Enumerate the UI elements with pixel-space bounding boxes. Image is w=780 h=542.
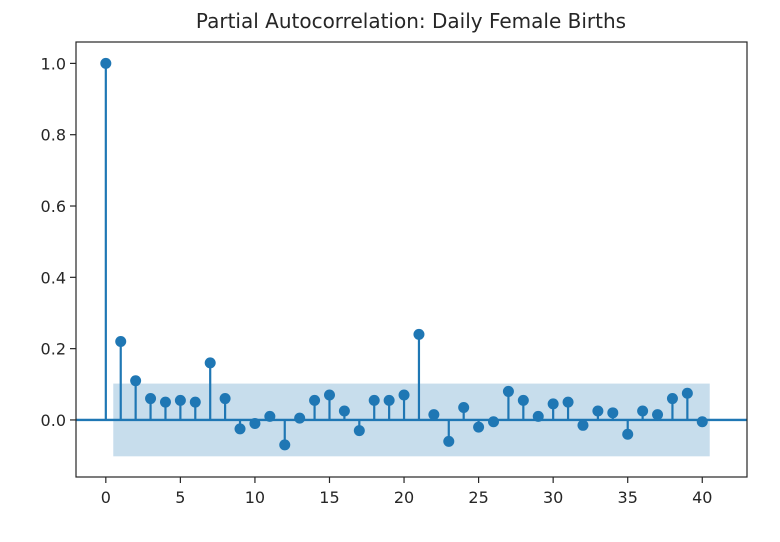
x-tick-label: 20 (394, 488, 414, 507)
stem-marker-lag-2 (130, 375, 142, 387)
stem-marker-lag-36 (637, 405, 649, 417)
x-tick-label: 10 (245, 488, 265, 507)
stem-marker-lag-3 (145, 393, 157, 405)
x-axis-ticks: 0 5 10 15 20 25 30 35 40 (101, 477, 712, 507)
stem-marker-lag-23 (443, 435, 455, 447)
x-tick-label: 40 (692, 488, 712, 507)
y-axis-ticks: 0.0 0.2 0.4 0.6 0.8 1.0 (41, 54, 76, 430)
stem-marker-lag-5 (174, 394, 186, 406)
stem-marker-lag-34 (607, 407, 619, 419)
stem-marker-lag-15 (323, 389, 335, 401)
stem-marker-lag-35 (622, 428, 634, 440)
stem-marker-lag-21 (413, 328, 425, 340)
stem-marker-lag-9 (234, 423, 246, 435)
stem-marker-lag-32 (577, 419, 589, 431)
y-tick-label: 1.0 (41, 54, 66, 73)
stem-marker-lag-25 (473, 421, 485, 433)
y-tick-label: 0.4 (41, 268, 66, 287)
x-tick-label: 35 (618, 488, 638, 507)
y-tick-label: 0.2 (41, 340, 66, 359)
stem-marker-lag-33 (592, 405, 604, 417)
stem-marker-lag-29 (532, 410, 544, 422)
stem-marker-lag-40 (696, 416, 708, 428)
x-tick-label: 0 (101, 488, 111, 507)
stem-marker-lag-6 (189, 396, 201, 408)
stem-marker-lag-11 (264, 410, 276, 422)
stem-marker-lag-7 (204, 357, 216, 369)
stem-marker-lag-0 (100, 57, 112, 69)
stem-marker-lag-1 (115, 336, 127, 348)
stem-marker-lag-14 (309, 394, 321, 406)
x-tick-label: 5 (175, 488, 185, 507)
chart-title: Partial Autocorrelation: Daily Female Bi… (196, 9, 626, 33)
y-tick-label: 0.0 (41, 411, 66, 430)
stem-marker-lag-13 (294, 412, 306, 424)
stem-marker-lag-31 (562, 396, 574, 408)
markers-group (100, 57, 708, 451)
stem-marker-lag-37 (652, 409, 664, 421)
stem-marker-lag-26 (488, 416, 500, 428)
y-tick-label: 0.8 (41, 126, 66, 145)
plot-frame (75, 41, 748, 478)
x-tick-label: 30 (543, 488, 563, 507)
stem-marker-lag-19 (383, 394, 395, 406)
stem-marker-lag-18 (368, 394, 380, 406)
stem-marker-lag-39 (681, 387, 693, 399)
y-tick-label: 0.6 (41, 197, 66, 216)
stem-marker-lag-16 (338, 405, 350, 417)
stem-marker-lag-30 (547, 398, 559, 410)
stem-marker-lag-24 (458, 401, 470, 413)
stem-marker-lag-8 (219, 393, 231, 405)
stem-marker-lag-27 (502, 385, 514, 397)
x-tick-label: 25 (468, 488, 488, 507)
stem-marker-lag-4 (159, 396, 171, 408)
stem-marker-lag-12 (279, 439, 291, 451)
x-tick-label: 15 (319, 488, 339, 507)
stem-marker-lag-17 (353, 425, 365, 437)
stem-marker-lag-20 (398, 389, 410, 401)
stem-marker-lag-10 (249, 418, 261, 430)
stem-marker-lag-28 (517, 394, 529, 406)
stem-marker-lag-22 (428, 409, 440, 421)
stem-marker-lag-38 (666, 393, 678, 405)
